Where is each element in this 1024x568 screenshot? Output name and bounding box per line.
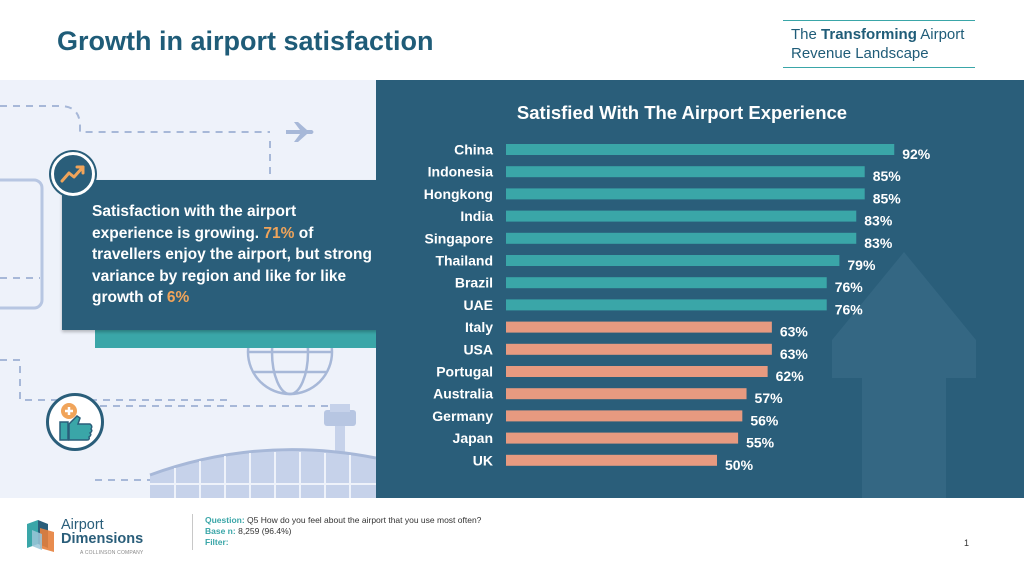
callout-text: Satisfaction with the airport experience… (92, 203, 372, 306)
brand-box: The Transforming Airport Revenue Landsca… (783, 20, 975, 68)
bar-hongkong (506, 188, 865, 200)
category-label-indonesia: Indonesia (428, 164, 494, 180)
footer-notes: Question: Q5 How do you feel about the a… (205, 515, 481, 548)
trend-up-icon (60, 165, 85, 183)
category-label-italy: Italy (465, 319, 493, 335)
category-label-portugal: Portugal (436, 364, 493, 380)
bar-italy (506, 321, 772, 333)
bar-japan (506, 432, 739, 444)
value-label-portugal: 62% (776, 368, 805, 384)
bar-portugal (506, 366, 768, 377)
background-arrow-icon (832, 252, 976, 498)
chart-panel: Satisfied With The Airport Experience Ch… (376, 80, 1024, 498)
filter-note: Filter: (205, 537, 229, 547)
bar-singapore (506, 232, 857, 244)
bar-chart: China 92% Indonesia 85% Hongkong 85% India 83% S… (424, 142, 931, 473)
chart-title: Satisfied With The Airport Experience (516, 102, 848, 123)
value-label-singapore: 83% (864, 235, 893, 251)
logo-cube-icon (27, 520, 54, 552)
value-label-thailand: 79% (847, 257, 876, 273)
bar-thailand (506, 255, 840, 266)
value-label-usa: 63% (780, 346, 809, 362)
thumbs-up-icon (59, 403, 93, 441)
value-label-uae: 76% (835, 301, 864, 317)
footer-divider (192, 514, 193, 550)
value-label-uk: 50% (725, 457, 754, 473)
highlight-71: 71% (263, 224, 295, 242)
category-label-uae: UAE (463, 297, 493, 313)
brand-line-2: Revenue Landscape (791, 45, 929, 62)
bar-usa (506, 343, 772, 355)
category-label-usa: USA (463, 341, 493, 357)
value-label-india: 83% (864, 213, 893, 229)
category-label-australia: Australia (433, 386, 493, 402)
bar-brazil (506, 277, 827, 289)
bar-china (506, 144, 895, 155)
like-badge (46, 393, 104, 451)
bar-india (506, 210, 857, 222)
category-label-india: India (460, 208, 493, 224)
bar-australia (506, 388, 747, 400)
page-number: 1 (964, 538, 970, 548)
brand-line-1: The Transforming Airport (791, 26, 965, 43)
airport-illustration (0, 105, 376, 498)
page-title: Growth in airport satisfaction (57, 26, 434, 56)
category-label-china: China (454, 142, 493, 158)
category-label-hongkong: Hongkong (424, 186, 493, 202)
bar-indonesia (506, 166, 865, 178)
value-label-indonesia: 85% (873, 168, 902, 184)
callout-box: Satisfaction with the airport experience… (62, 180, 385, 330)
value-label-brazil: 76% (835, 279, 864, 295)
category-label-thailand: Thailand (435, 253, 493, 269)
value-label-japan: 55% (746, 435, 775, 451)
value-label-china: 92% (902, 146, 931, 162)
base-note: Base n: 8,259 (96.4%) (205, 526, 292, 536)
bar-uae (506, 299, 827, 311)
category-label-singapore: Singapore (425, 230, 494, 246)
airport-dimensions-logo: Airport Dimensions A COLLINSON COMPANY (24, 515, 174, 560)
highlight-6: 6% (166, 289, 190, 306)
category-label-japan: Japan (453, 430, 493, 446)
bar-uk (506, 454, 717, 466)
value-label-italy: 63% (780, 324, 809, 340)
callout-accent-bar (95, 330, 385, 348)
category-label-germany: Germany (432, 408, 493, 424)
terminal-building-icon (149, 448, 376, 498)
question-note: Question: Q5 How do you feel about the a… (205, 515, 482, 525)
bar-germany (506, 410, 743, 422)
category-label-brazil: Brazil (455, 275, 493, 291)
value-label-germany: 56% (750, 412, 779, 428)
value-label-hongkong: 85% (873, 190, 902, 206)
category-label-uk: UK (473, 452, 493, 468)
trend-badge (51, 152, 95, 196)
value-label-australia: 57% (755, 390, 784, 406)
airplane-icon (286, 122, 314, 142)
